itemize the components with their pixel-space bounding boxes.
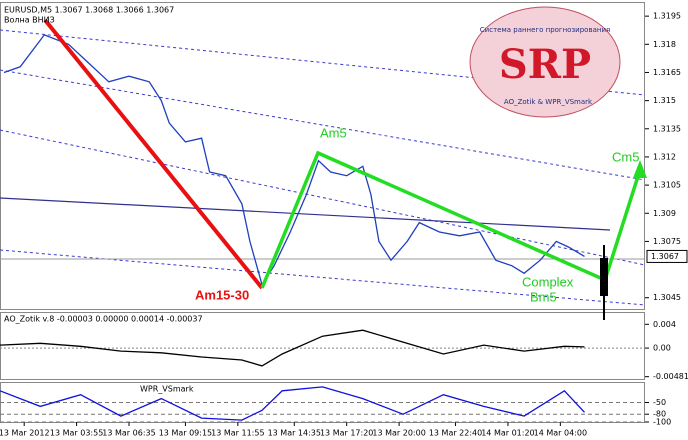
last-candle <box>600 258 608 296</box>
x-tick-label: 13 Mar 06:35 <box>102 429 155 438</box>
ao-frame <box>0 312 645 380</box>
y-tick-label: 1.3045 <box>653 293 681 302</box>
x-tick-label: 13 Mar 09:15 <box>159 429 212 438</box>
main-frame <box>0 2 645 310</box>
y-tick-label: 0.00 <box>653 344 671 353</box>
x-tick-label: 13 Mar 17:20 <box>320 429 373 438</box>
y-tick-label: -0.00481 <box>653 372 688 381</box>
y-tick-label: 1.312 <box>653 152 676 161</box>
wpr-title: WPR_VSmark <box>140 385 194 394</box>
last-price-label: 1.3067 <box>651 252 679 261</box>
x-tick-label: 13 Mar 2012 <box>0 429 50 438</box>
y-tick-label: 1.3075 <box>653 237 681 246</box>
logo-author: AO_Zotik & WPR_VSmark <box>504 98 593 106</box>
y-tick-label: 1.3195 <box>653 12 681 21</box>
annotation: Am15-30 <box>195 287 249 302</box>
y-tick-label: -50 <box>653 398 666 407</box>
x-tick-label: 14 Mar 04:00 <box>534 429 587 438</box>
y-tick-label: -80 <box>653 410 666 419</box>
x-tick-label: 13 Mar 22:40 <box>429 429 482 438</box>
annotation: Am5 <box>320 125 347 140</box>
annotation: Complex <box>522 274 574 289</box>
y-tick-label: -100 <box>653 418 671 427</box>
annotation: Cm5 <box>612 149 639 164</box>
wave-lines <box>260 150 642 289</box>
logo-caption: Система раннего прогнозирования <box>480 26 610 34</box>
x-tick-label: 13 Mar 20:00 <box>372 429 425 438</box>
logo: SRP Система раннего прогнозирования AO_Z… <box>469 6 621 118</box>
y-tick-label: 0.004 <box>653 320 676 329</box>
y-tick-label: 1.3135 <box>653 124 681 133</box>
wave-label: Волна ВНИЗ <box>4 16 55 25</box>
y-tick-label: 1.318 <box>653 40 676 49</box>
x-tick-label: 14 Mar 01:20 <box>481 429 534 438</box>
x-tick-label: 13 Mar 03:55 <box>50 429 103 438</box>
annotation: Bm5 <box>530 289 557 304</box>
x-tick-label: 13 Mar 11:55 <box>211 429 264 438</box>
x-tick-label: 13 Mar 14:35 <box>268 429 321 438</box>
y-tick-label: 1.3105 <box>653 181 681 190</box>
ao-title: AO_Zotik v.8 -0.00003 0.00000 0.00014 -0… <box>4 315 203 324</box>
trend-line <box>0 197 611 231</box>
price-series <box>3 34 585 287</box>
arrow-head <box>633 160 647 178</box>
symbol-header: EURUSD,M5 1.3067 1.3068 1.3066 1.3067 <box>4 6 174 15</box>
logo-ellipse <box>469 6 621 118</box>
wave-down <box>43 18 264 290</box>
price-series <box>0 329 585 367</box>
price-series <box>0 386 585 421</box>
last-price-box <box>646 249 688 263</box>
logo-title: SRP <box>499 41 591 88</box>
y-tick-label: 1.3165 <box>653 68 681 77</box>
y-tick-label: 1.309 <box>653 209 676 218</box>
y-tick-label: 1.315 <box>653 96 676 105</box>
